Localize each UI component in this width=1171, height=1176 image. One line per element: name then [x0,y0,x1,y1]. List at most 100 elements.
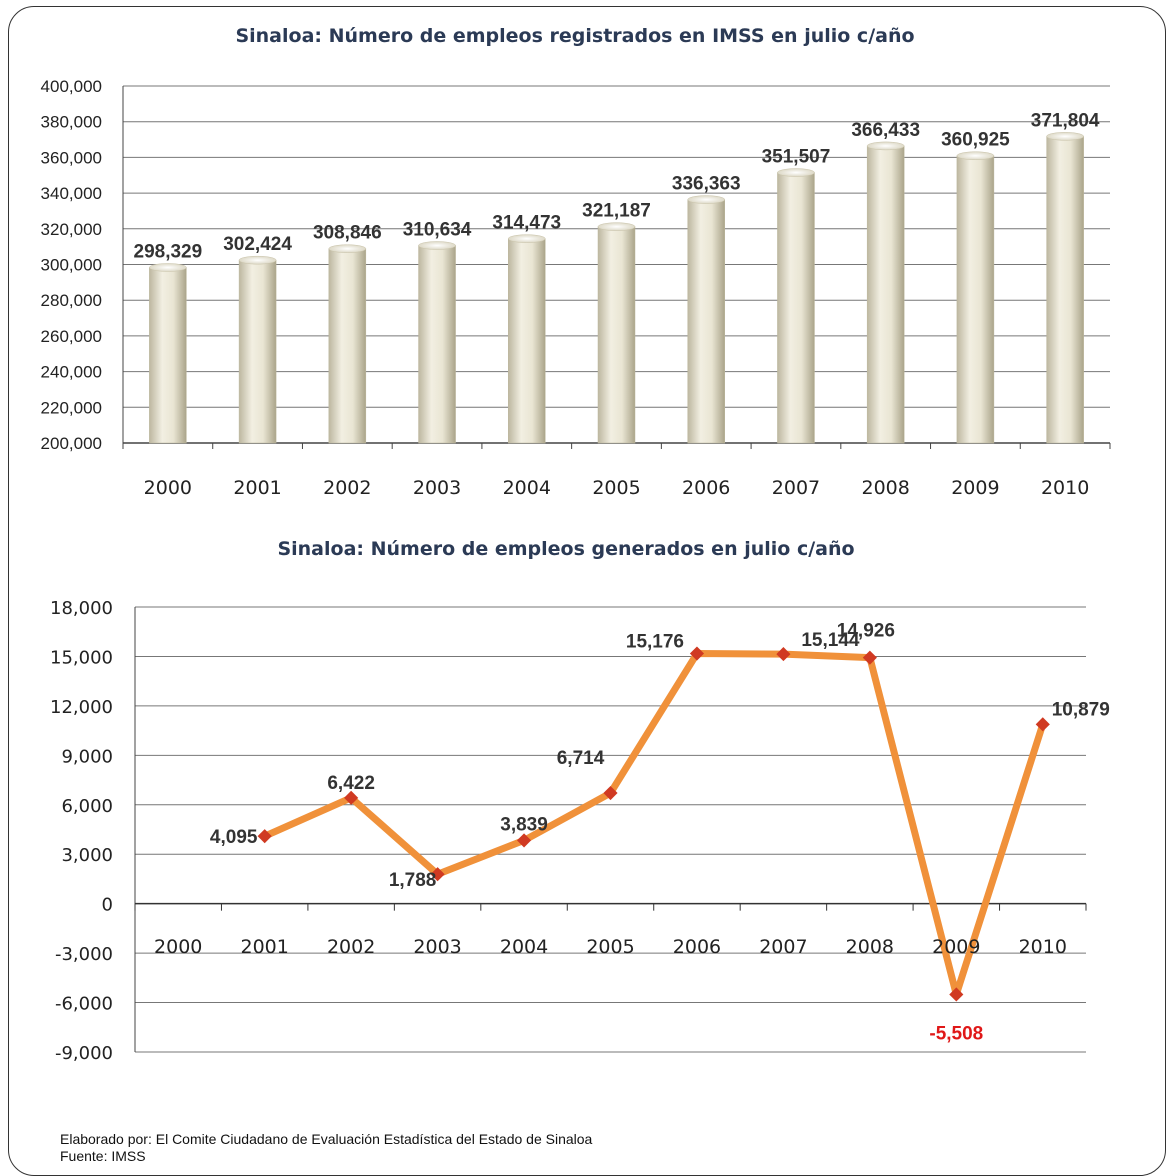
footer-source: Fuente: IMSS [60,1148,146,1164]
c1-bar-cap [418,241,456,250]
c1-ytick-label: 260,000 [41,327,102,346]
c1-xtick-label: 2001 [233,477,281,499]
c2-xtick-label: 2002 [327,936,375,958]
c1-ytick-label: 380,000 [41,113,102,132]
c2-xtick-label: 2010 [1019,936,1067,958]
c1-data-label: 321,187 [582,201,651,222]
c1-data-label: 308,846 [313,223,382,244]
c2-marker [344,790,359,805]
c2-data-label: 14,926 [837,621,895,642]
c1-bar [508,238,546,444]
c1-bar [777,172,815,444]
c2-data-label: 4,095 [210,827,258,848]
c1-xtick-label: 2000 [144,477,192,499]
c2-ytick-label: -3,000 [55,944,113,965]
c1-xtick-label: 2007 [772,477,820,499]
c1-ytick-label: 300,000 [41,256,102,275]
c2-ytick-label: 6,000 [61,796,113,817]
c2-xtick-label: 2008 [846,936,894,958]
c1-data-label: 360,925 [941,130,1010,151]
c1-data-label: 302,424 [223,234,292,255]
c2-data-label: 6,422 [327,773,375,794]
c2-data-label: 3,839 [500,814,548,835]
chart2-title: Sinaloa: Número de empleos generados en … [277,538,854,560]
c1-xtick-label: 2003 [413,477,461,499]
c2-xtick-label: 2001 [241,936,289,958]
c2-marker [1035,717,1050,732]
c2-xtick-label: 2009 [932,936,980,958]
c1-xtick-label: 2006 [682,477,730,499]
c2-data-label: 10,879 [1052,699,1110,720]
c1-ytick-label: 340,000 [41,184,102,203]
c2-ytick-label: 9,000 [61,746,113,767]
c1-xtick-label: 2004 [503,477,551,499]
c2-xtick-label: 2006 [673,936,721,958]
c1-bar [328,248,367,444]
c1-xtick-label: 2005 [592,477,640,499]
c1-bar [866,145,905,444]
c1-data-label: 298,329 [134,241,203,262]
c1-xtick-label: 2009 [951,477,999,499]
c1-data-label: 336,363 [672,174,741,195]
c1-data-label: 314,473 [492,213,561,234]
c1-ytick-label: 280,000 [41,291,102,310]
c1-ytick-label: 200,000 [41,434,102,453]
c1-data-label: 371,804 [1031,110,1100,131]
c1-bar [956,155,995,444]
c2-xtick-label: 2000 [154,936,202,958]
c1-bar-cap [149,263,187,272]
c1-bar [597,226,636,444]
c2-marker [776,647,791,662]
c1-ytick-label: 320,000 [41,220,102,239]
c1-bar-cap [238,255,277,265]
c2-ytick-label: 0 [102,895,113,916]
c1-bar-cap [328,244,367,253]
c1-bar [1046,136,1084,444]
c2-marker [430,867,445,882]
c1-bar [238,259,277,444]
c1-ytick-label: 220,000 [41,398,102,417]
c1-xtick-label: 2010 [1041,477,1089,499]
c1-bar [149,267,187,444]
c2-data-label: -5,508 [929,1023,983,1044]
c2-xtick-label: 2003 [413,936,461,958]
c2-marker [689,646,705,661]
c2-xtick-label: 2005 [586,936,634,958]
c1-bar-cap [866,141,905,151]
c2-marker [516,833,532,848]
footer-credit: Elaborado por: El Comite Ciudadano de Ev… [60,1131,593,1147]
c1-ytick-label: 360,000 [41,148,102,167]
c2-data-label: 15,176 [626,632,684,653]
c2-data-label: 6,714 [557,748,605,769]
c1-xtick-label: 2008 [862,477,910,499]
c1-ytick-label: 400,000 [41,77,102,96]
c1-bar-cap [687,195,725,204]
c1-bar [418,245,456,444]
c1-bar-cap [777,168,815,177]
c2-marker [862,650,877,665]
c2-marker [603,785,618,801]
c2-marker [949,987,964,1002]
c2-series-line [261,650,1047,998]
c2-ytick-label: 3,000 [61,845,113,866]
c1-data-label: 310,634 [403,220,472,241]
c2-data-label: 1,788 [389,870,437,891]
c1-bar [687,199,725,444]
c2-xtick-label: 2007 [759,936,807,958]
c2-ytick-label: 18,000 [50,598,113,619]
c2-ytick-label: 15,000 [50,647,113,668]
c2-data-label: 15,144 [801,630,860,651]
c1-bar-cap [508,234,546,243]
c1-xtick-label: 2002 [323,477,371,499]
c1-bar-cap [1046,132,1084,141]
c1-bar-cap [597,222,636,231]
chart1-title: Sinaloa: Número de empleos registrados e… [235,25,914,47]
registered-jobs-bar-chart: Sinaloa: Número de empleos registrados e… [41,25,1111,499]
c2-ytick-label: 12,000 [50,697,113,718]
c2-xtick-label: 2004 [500,936,548,958]
c1-data-label: 351,507 [762,147,831,168]
c1-data-label: 366,433 [851,120,920,141]
c2-marker [257,829,272,844]
c1-bar-cap [956,151,995,160]
